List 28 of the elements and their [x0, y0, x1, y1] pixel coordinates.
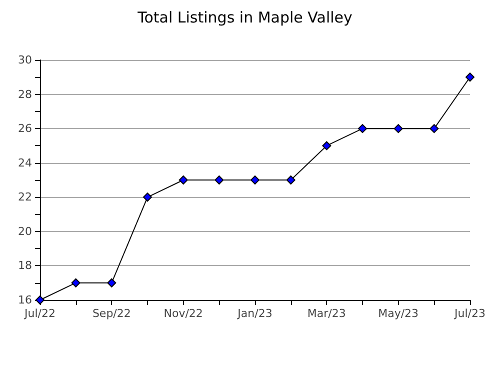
x-tick-label: Jan/23 [236, 307, 272, 320]
y-tick-label: 26 [18, 122, 32, 136]
point [322, 141, 332, 150]
point [286, 176, 296, 184]
y-tick-label: 24 [18, 156, 32, 170]
y-tick-label: 30 [18, 54, 32, 66]
x-tick-label: May/23 [378, 307, 419, 320]
y-tick-label: 18 [18, 259, 32, 272]
x-tick-label: Sep/22 [92, 307, 131, 320]
chart-title: Total Listings in Maple Valley [136, 8, 353, 26]
point [178, 176, 188, 184]
x-tick-label: Jul/22 [24, 307, 56, 320]
point [394, 124, 403, 134]
y-tick-label: 28 [18, 88, 32, 101]
point [250, 176, 260, 184]
point [430, 124, 439, 134]
point [143, 192, 152, 202]
point [107, 278, 116, 288]
x-tick-label: Nov/22 [164, 307, 203, 320]
y-tick-label: 22 [18, 190, 32, 204]
point [466, 72, 474, 82]
point [214, 176, 224, 184]
y-tick-label: 16 [18, 294, 32, 306]
x-tick-label: Jul/23 [454, 307, 486, 320]
point [358, 124, 367, 134]
point [71, 278, 80, 288]
x-tick-label: Mar/23 [307, 307, 346, 320]
y-tick-label: 20 [18, 224, 32, 238]
